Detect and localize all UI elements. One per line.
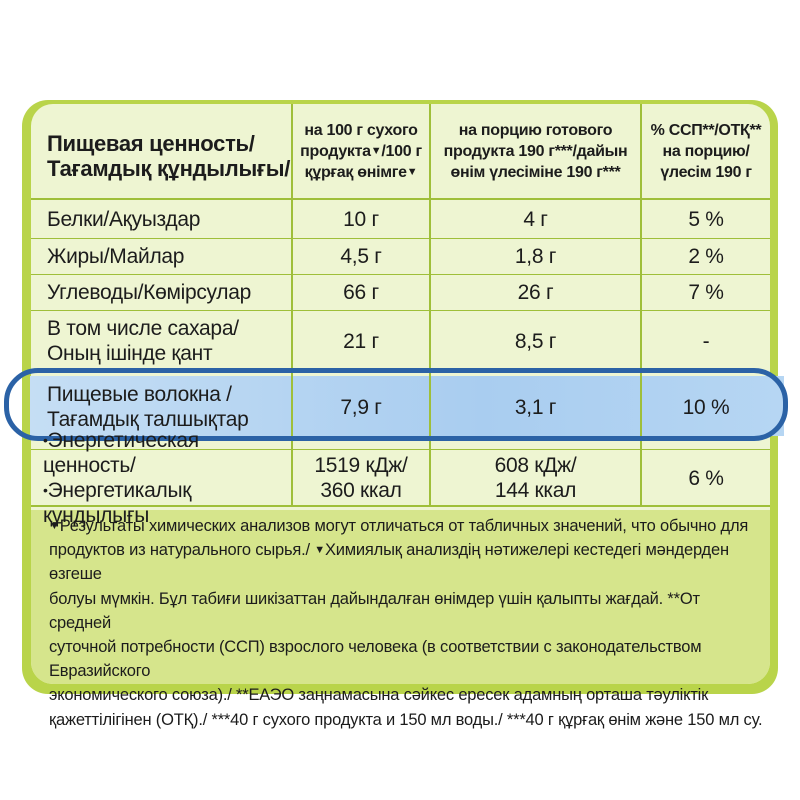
col-divider-1: [291, 104, 293, 506]
footnote-band: [31, 510, 770, 684]
header-per-portion: на порцию готового продукта 190 г***/дай…: [443, 121, 628, 181]
row-label-fats: Жиры/Майлар: [47, 245, 185, 268]
row-divider-1: [31, 238, 770, 239]
header-nutrition-value: Пищевая ценность/ Тағамдық құндылығы/: [47, 131, 291, 181]
row-divider-2: [31, 274, 770, 275]
row-divider-bottom: [31, 505, 770, 507]
row-divider-5: [31, 449, 770, 450]
row-label-proteins: Белки/Ақуыздар: [47, 207, 201, 231]
fiber-row-highlight: [30, 376, 784, 436]
row-proteins-pct: 5 %: [688, 207, 724, 231]
row-fiber-pct: 10 %: [682, 395, 730, 419]
row-sugars-portion: 8,5 г: [514, 329, 557, 353]
header-per-100g: на 100 г сухого продукта▼/100 г құрғақ ө…: [300, 121, 422, 181]
row-carbs-per100: 66 г: [343, 281, 379, 304]
row-proteins-portion: 4 г: [523, 207, 548, 231]
row-energy-portion: 608 кДж/144 ккал: [494, 454, 577, 502]
row-label-fiber: Пищевые волокна / Тағамдық талшықтар: [47, 383, 249, 431]
row-energy-per100: 1519 кДж/360 ккал: [314, 454, 408, 502]
row-sugars-pct: -: [702, 329, 710, 353]
row-sugars-per100: 21 г: [343, 329, 379, 353]
row-divider-3: [31, 310, 770, 311]
row-energy-pct: 6 %: [688, 466, 724, 490]
col-divider-3: [640, 104, 642, 506]
row-label-energy: •Энергетическая ценность/ •Энергетикалық…: [43, 429, 199, 527]
fiber-row-outline: [4, 368, 788, 441]
row-proteins-per100: 10 г: [343, 207, 379, 231]
row-label-carbs: Углеводы/Көмірсулар: [47, 281, 251, 304]
header-percent-daily: % ССП**/ОТҚ** на порцию/ үлесім 190 г: [650, 121, 762, 181]
row-fiber-portion: 3,1 г: [514, 395, 557, 419]
row-fats-pct: 2 %: [688, 245, 724, 268]
col-divider-2: [429, 104, 431, 506]
row-fats-portion: 1,8 г: [514, 245, 557, 268]
footnote-text: ▼Результаты химических анализов могут от…: [49, 517, 763, 729]
row-divider-header: [31, 198, 770, 200]
row-label-sugars: В том числе сахара/Оның ішінде қант: [47, 317, 239, 365]
row-fiber-per100: 7,9 г: [340, 395, 382, 419]
row-carbs-pct: 7 %: [688, 281, 724, 304]
row-carbs-portion: 26 г: [517, 281, 554, 304]
row-fats-per100: 4,5 г: [340, 245, 382, 268]
